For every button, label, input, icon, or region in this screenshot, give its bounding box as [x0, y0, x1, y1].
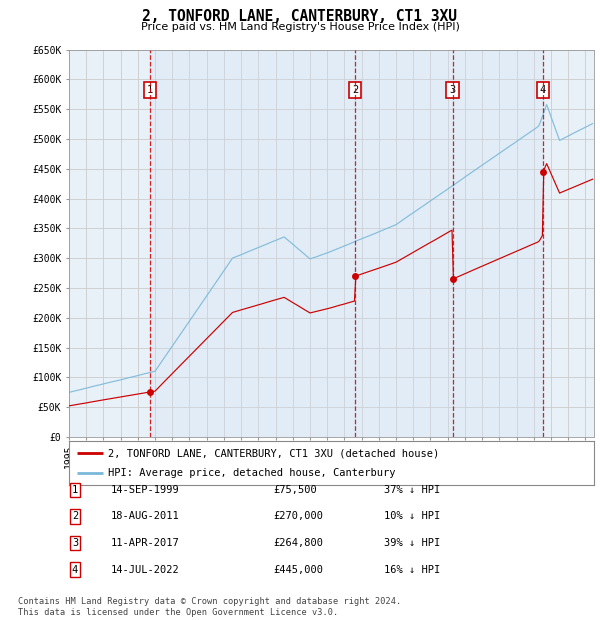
Text: 37% ↓ HPI: 37% ↓ HPI — [384, 485, 440, 495]
Text: 18-AUG-2011: 18-AUG-2011 — [111, 512, 180, 521]
Text: 2: 2 — [72, 512, 78, 521]
Text: 39% ↓ HPI: 39% ↓ HPI — [384, 538, 440, 548]
Text: 3: 3 — [72, 538, 78, 548]
Bar — [452, 50, 543, 437]
Text: 3: 3 — [449, 86, 455, 95]
Text: 2, TONFORD LANE, CANTERBURY, CT1 3XU (detached house): 2, TONFORD LANE, CANTERBURY, CT1 3XU (de… — [109, 448, 440, 458]
Bar — [150, 50, 355, 437]
Text: 1: 1 — [72, 485, 78, 495]
Bar — [355, 50, 452, 437]
Text: £264,800: £264,800 — [273, 538, 323, 548]
Text: Price paid vs. HM Land Registry's House Price Index (HPI): Price paid vs. HM Land Registry's House … — [140, 22, 460, 32]
Text: 1: 1 — [147, 86, 153, 95]
Text: 14-SEP-1999: 14-SEP-1999 — [111, 485, 180, 495]
Text: 2: 2 — [352, 86, 358, 95]
Text: £445,000: £445,000 — [273, 565, 323, 575]
Text: 14-JUL-2022: 14-JUL-2022 — [111, 565, 180, 575]
Text: HPI: Average price, detached house, Canterbury: HPI: Average price, detached house, Cant… — [109, 468, 396, 478]
Text: £75,500: £75,500 — [273, 485, 317, 495]
Text: 4: 4 — [540, 86, 546, 95]
Text: 11-APR-2017: 11-APR-2017 — [111, 538, 180, 548]
Text: 16% ↓ HPI: 16% ↓ HPI — [384, 565, 440, 575]
Text: 10% ↓ HPI: 10% ↓ HPI — [384, 512, 440, 521]
Text: 4: 4 — [72, 565, 78, 575]
Text: 2, TONFORD LANE, CANTERBURY, CT1 3XU: 2, TONFORD LANE, CANTERBURY, CT1 3XU — [143, 9, 458, 24]
Text: Contains HM Land Registry data © Crown copyright and database right 2024.
This d: Contains HM Land Registry data © Crown c… — [18, 598, 401, 617]
Text: £270,000: £270,000 — [273, 512, 323, 521]
